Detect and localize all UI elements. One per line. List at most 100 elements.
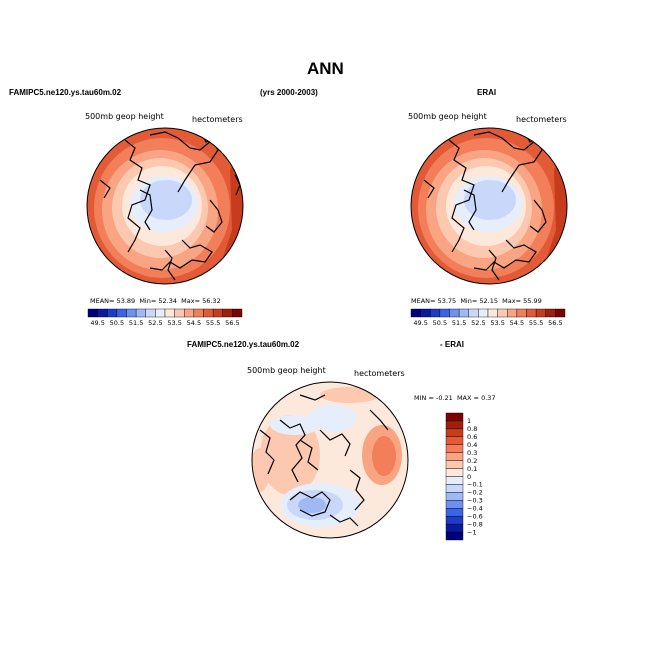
panel2-colorbar-swatch	[555, 308, 566, 318]
panel1-colorbar-tick-label: 55.5	[206, 319, 220, 327]
panel3-colorbar-tick-label: −0.2	[467, 489, 483, 497]
panel2-colorbar-tick-label: 50.5	[433, 319, 447, 327]
panel3-colorbar-tick-label: 0	[467, 473, 471, 481]
panel1-map	[86, 127, 244, 285]
panel3-colorbar-tick-label: 0.2	[467, 457, 477, 465]
panel3-colorbar-tick-label: 0.4	[467, 441, 477, 449]
panel3-colorbar-swatch	[445, 523, 464, 533]
panel1-colorbar-swatch	[203, 308, 214, 318]
panel1-colorbar-swatch	[107, 308, 118, 318]
panel3-colorbar-swatch	[445, 436, 464, 445]
panel1-colorbar-swatch	[116, 308, 127, 318]
panel1-colorbar-swatch	[232, 308, 243, 318]
panel2-colorbar-swatch	[497, 308, 508, 318]
panel3-colorbar-swatch	[445, 515, 464, 525]
panel3-colorbar-tick-label: 0.6	[467, 433, 477, 441]
panel1-colorbar-swatch	[87, 308, 98, 318]
panel2-colorbar-tick-label: 49.5	[413, 319, 427, 327]
panel2-colorbar-swatch	[420, 308, 431, 318]
panel3-colorbar-swatch	[445, 476, 464, 485]
panel3-colorbar-swatch	[445, 484, 464, 493]
panel2-colorbar-swatch	[507, 308, 518, 318]
panel1-colorbar-tick-label: 54.5	[187, 319, 201, 327]
panel1-colorbar: 49.5 50.5 51.5 52.5 53.5 54.5 55.5 56.5	[87, 308, 243, 327]
panel3-colorbar-swatch	[445, 460, 464, 469]
panel3-title-right: - ERAI	[440, 340, 464, 349]
panel2-colorbar-tick-label: 51.5	[452, 319, 466, 327]
panel3-colorbar-tick-label: 0.8	[467, 425, 477, 433]
panel1-stats: MEAN= 53.89 Min= 52.34 Max= 56.32	[90, 297, 221, 305]
panel3-title-left: FAMIPC5.ne120.ys.tau60m.02	[187, 340, 300, 349]
panel3-colorbar-tick-label: 0.3	[467, 449, 477, 457]
panel2-colorbar-tick-label: 53.5	[490, 319, 504, 327]
panel3-colorbar-swatch	[445, 492, 464, 501]
panel1-colorbar-swatch	[174, 308, 185, 318]
panel1-colorbar-tick-label: 51.5	[129, 319, 143, 327]
panel2-colorbar-swatch	[430, 308, 441, 318]
panel2-colorbar-swatch	[545, 308, 556, 318]
panel1-units: hectometers	[192, 115, 243, 124]
panel2-colorbar-swatch	[410, 308, 421, 318]
panel3-colorbar-swatch	[445, 428, 464, 438]
panel1-colorbar-swatch	[164, 308, 175, 318]
panel1-colorbar-tick-label: 53.5	[167, 319, 181, 327]
panel2-colorbar-swatch	[478, 308, 489, 318]
panel1-colorbar-tick-label: 49.5	[90, 319, 104, 327]
panel2-title: ERAI	[477, 88, 497, 97]
panel3-colorbar-tick-label: 0.1	[467, 465, 477, 473]
panel2-map	[410, 127, 568, 285]
panel2-colorbar-swatch	[516, 308, 527, 318]
panel3-colorbar-swatch	[445, 500, 464, 509]
panel1-colorbar-swatch	[193, 308, 204, 318]
panel3-colorbar-swatch	[445, 412, 464, 422]
panel3-stats: MIN = -0.21 MAX = 0.37	[414, 394, 496, 402]
panel1-colorbar-tick-label: 52.5	[148, 319, 162, 327]
panel3-colorbar-swatch	[445, 468, 464, 477]
panel2-colorbar-swatch	[535, 308, 546, 318]
panel1-colorbar-swatch	[126, 308, 137, 318]
panel3-colorbar-swatch	[445, 531, 464, 541]
panel2-colorbar-swatch	[526, 308, 537, 318]
panel3-colorbar-tick-label: 1	[467, 417, 471, 425]
panel3-colorbar: 10.80.60.40.30.20.10−0.1−0.2−0.3−0.4−0.6…	[445, 412, 483, 541]
panel2-subtitle: 500mb geop height	[408, 112, 487, 121]
panel3-colorbar-tick-label: −1	[467, 528, 477, 536]
panel3-colorbar-swatch	[445, 452, 464, 461]
panel2-colorbar-tick-label: 54.5	[510, 319, 524, 327]
page-title: ANN	[307, 59, 344, 78]
panel3-colorbar-tick-label: −0.1	[467, 481, 483, 489]
panel1-colorbar-swatch	[97, 308, 108, 318]
panel2-colorbar-tick-label: 56.5	[548, 319, 562, 327]
panel2-colorbar: 49.5 50.5 51.5 52.5 53.5 54.5 55.5 56.5	[410, 308, 566, 327]
panel1-colorbar-tick-label: 50.5	[110, 319, 124, 327]
panel3-coastlines	[259, 394, 389, 527]
panel1-colorbar-swatch	[222, 308, 233, 318]
panel2-colorbar-swatch	[487, 308, 498, 318]
panel1-colorbar-tick-label: 56.5	[225, 319, 239, 327]
panel3-units: hectometers	[354, 369, 405, 378]
panel1-colorbar-swatch	[135, 308, 146, 318]
panel1-colorbar-swatch	[184, 308, 195, 318]
panel3-colorbar-tick-label: −0.3	[467, 497, 483, 505]
panel3-subtitle: 500mb geop height	[247, 366, 326, 375]
panel2-units: hectometers	[516, 115, 567, 124]
panel3-colorbar-swatch	[445, 508, 464, 517]
panel3-colorbar-tick-label: −0.6	[467, 512, 483, 520]
panel2-colorbar-swatch	[458, 308, 469, 318]
panel2-stats: MEAN= 53.75 Min= 52.15 Max= 55.99	[411, 297, 542, 305]
panel2-colorbar-swatch	[468, 308, 479, 318]
panel3-colorbar-swatch	[445, 444, 464, 453]
panel2-colorbar-tick-label: 55.5	[529, 319, 543, 327]
panel3-colorbar-tick-label: −0.4	[467, 505, 483, 513]
panel2-colorbar-swatch	[449, 308, 460, 318]
panel3-map	[251, 381, 409, 539]
panel1-colorbar-swatch	[212, 308, 223, 318]
panel2-colorbar-swatch	[439, 308, 450, 318]
panel1-subtitle: 500mb geop height	[85, 112, 164, 121]
panel1-colorbar-swatch	[155, 308, 166, 318]
panel3-colorbar-swatch	[445, 420, 464, 430]
panel3-colorbar-tick-label: −0.8	[467, 520, 483, 528]
panel2-colorbar-tick-label: 52.5	[471, 319, 485, 327]
panel1-colorbar-swatch	[145, 308, 156, 318]
